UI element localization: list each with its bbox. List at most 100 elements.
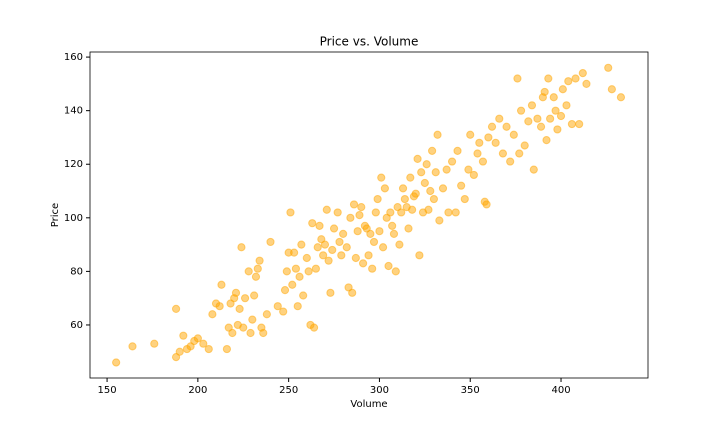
point	[406, 173, 415, 182]
point	[411, 189, 420, 198]
point	[333, 208, 342, 217]
point	[240, 294, 250, 303]
point	[199, 339, 208, 348]
point	[447, 157, 457, 166]
y-tick-label: 140	[64, 106, 83, 117]
point	[491, 138, 500, 147]
point	[244, 267, 253, 276]
point	[215, 302, 224, 311]
point	[391, 267, 400, 276]
point	[529, 165, 538, 174]
point	[380, 184, 389, 193]
point	[322, 205, 331, 214]
point	[378, 243, 388, 252]
point	[364, 251, 373, 260]
plot-frame	[89, 51, 649, 379]
point	[299, 291, 308, 300]
point	[516, 106, 526, 115]
point	[217, 280, 226, 289]
point	[431, 168, 440, 177]
point	[171, 304, 181, 313]
point	[466, 130, 475, 139]
point	[616, 93, 626, 102]
point	[384, 261, 393, 271]
point	[487, 122, 497, 131]
point	[308, 219, 317, 228]
point	[398, 184, 408, 193]
point	[279, 307, 288, 316]
point	[533, 114, 542, 123]
point	[389, 229, 399, 238]
point	[204, 344, 213, 354]
point	[420, 178, 429, 188]
point	[237, 243, 246, 252]
point	[150, 339, 159, 348]
point	[208, 310, 217, 319]
point	[553, 125, 562, 134]
point	[429, 194, 439, 204]
point	[567, 119, 577, 129]
point	[442, 165, 451, 174]
point	[369, 237, 379, 247]
point	[324, 256, 333, 265]
point	[337, 251, 346, 260]
point	[357, 202, 366, 212]
point	[482, 200, 491, 209]
point	[417, 168, 426, 177]
point	[175, 347, 184, 356]
point	[397, 208, 406, 217]
point	[315, 221, 324, 230]
point	[273, 302, 282, 311]
point	[377, 173, 386, 182]
point	[259, 328, 268, 338]
point	[473, 149, 482, 158]
point	[509, 130, 518, 139]
point	[502, 122, 511, 131]
point	[326, 288, 335, 297]
chart-title: Price vs. Volume	[320, 35, 419, 49]
point	[351, 253, 360, 263]
point	[506, 157, 515, 166]
point	[498, 149, 508, 158]
point	[309, 323, 319, 332]
point	[484, 133, 493, 142]
point	[549, 93, 558, 102]
point	[293, 302, 302, 311]
point	[513, 74, 522, 83]
point	[353, 227, 362, 236]
point	[342, 243, 351, 252]
x-tick-label: 350	[461, 385, 480, 396]
point	[128, 342, 137, 351]
point	[415, 251, 424, 260]
point	[564, 77, 573, 86]
point	[444, 208, 453, 217]
point	[433, 130, 442, 139]
point	[558, 85, 567, 94]
point	[222, 344, 232, 354]
point	[478, 157, 488, 166]
point	[422, 160, 431, 169]
point	[438, 184, 448, 193]
point	[295, 272, 304, 281]
point	[297, 240, 306, 249]
point	[348, 288, 357, 297]
point	[313, 243, 322, 252]
point	[239, 323, 248, 332]
point	[542, 136, 551, 145]
point	[289, 248, 299, 257]
point	[262, 310, 271, 319]
point	[328, 245, 337, 255]
point	[400, 194, 409, 204]
point	[335, 237, 344, 247]
y-axis-label: Price	[50, 203, 61, 227]
point	[320, 240, 330, 249]
point	[544, 74, 553, 83]
point	[311, 264, 320, 273]
y-tick-label: 60	[70, 320, 83, 331]
point	[388, 221, 397, 230]
point	[246, 328, 255, 338]
y-tick-label: 80	[70, 266, 83, 277]
point	[349, 200, 359, 209]
x-tick-label: 200	[188, 385, 207, 396]
